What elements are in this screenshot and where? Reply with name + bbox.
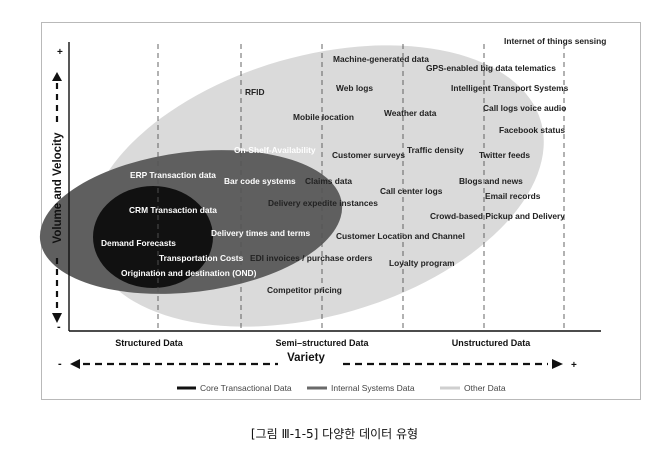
item-internet-of-things: Internet of things sensing: [504, 36, 606, 46]
x-minus-sign: -: [58, 358, 62, 370]
item-bar-code: Bar code systems: [224, 176, 296, 186]
figure-caption: [그림 Ⅲ-1-5] 다양한 데이터 유형: [250, 427, 419, 441]
item-loyalty-program: Loyalty program: [389, 258, 455, 268]
item-gps-telematics: GPS-enabled big data telematics: [426, 63, 556, 73]
item-on-shelf: On-Shelf-Availability: [234, 145, 316, 155]
y-plus-sign: +: [57, 47, 63, 58]
item-competitor-pricing: Competitor pricing: [267, 285, 342, 295]
item-delivery-times: Delivery times and terms: [211, 228, 310, 238]
item-delivery-expedite: Delivery expedite instances: [268, 198, 378, 208]
item-crowd-pickup: Crowd-based Pickup and Delivery: [430, 211, 565, 221]
item-demand-forecasts: Demand Forecasts: [101, 238, 176, 248]
x-category-structured: Structured Data: [115, 338, 184, 348]
item-traffic-density: Traffic density: [407, 145, 464, 155]
item-web-logs: Web logs: [336, 83, 373, 93]
x-plus-sign: +: [571, 360, 577, 371]
item-call-center: Call center logs: [380, 186, 443, 196]
legend-label-core: Core Transactional Data: [200, 383, 292, 393]
variety-dashed-lines: [157, 44, 565, 330]
item-transportation-costs: Transportation Costs: [159, 253, 244, 263]
item-weather-data: Weather data: [384, 108, 437, 118]
x-axis-label: Variety: [287, 352, 325, 364]
item-email-records: Email records: [485, 191, 541, 201]
item-twitter-feeds: Twitter feeds: [479, 150, 530, 160]
item-rfid: RFID: [245, 87, 265, 97]
legend: Core Transactional Data Internal Systems…: [177, 383, 506, 393]
y-minus-sign: -: [57, 321, 61, 333]
item-claims-data: Claims data: [305, 176, 352, 186]
item-customer-location: Customer Location and Channel: [336, 231, 465, 241]
item-machine-generated: Machine-generated data: [333, 54, 429, 64]
core-transactional-region: [93, 186, 213, 288]
item-blogs-news: Blogs and news: [459, 176, 523, 186]
x-right-arrow-icon: [552, 359, 563, 369]
x-category-semi-structured: Semi–structured Data: [275, 338, 369, 348]
item-origination-destination: Origination and destination (OND): [121, 268, 257, 278]
item-facebook-status: Facebook status: [499, 125, 565, 135]
y-up-arrow-icon: [52, 72, 62, 81]
item-crm: CRM Transaction data: [129, 205, 217, 215]
item-erp: ERP Transaction data: [130, 170, 216, 180]
item-mobile-location: Mobile location: [293, 112, 354, 122]
x-category-unstructured: Unstructured Data: [452, 338, 532, 348]
y-axis-label: Volume and Velocity: [52, 132, 64, 244]
item-intelligent-transport: Intelligent Transport Systems: [451, 83, 569, 93]
item-edi-invoices: EDI invoices / purchase orders: [250, 253, 373, 263]
y-down-arrow-icon: [52, 313, 62, 323]
legend-label-internal: Internal Systems Data: [331, 383, 415, 393]
legend-label-other: Other Data: [464, 383, 506, 393]
item-customer-surveys: Customer surveys: [332, 150, 405, 160]
x-left-arrow-icon: [70, 359, 80, 369]
item-call-logs: Call logs voice audio: [483, 103, 566, 113]
